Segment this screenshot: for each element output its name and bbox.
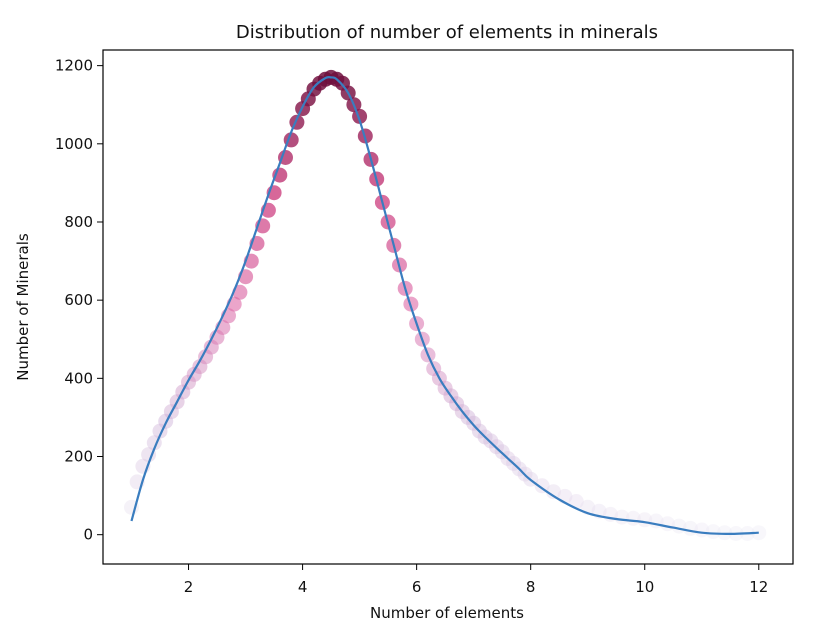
y-tick-label: 0 bbox=[83, 526, 93, 544]
y-tick-label: 400 bbox=[64, 369, 93, 387]
scatter-point bbox=[568, 494, 584, 509]
y-tick-label: 200 bbox=[64, 448, 93, 466]
plot-frame bbox=[102, 49, 794, 565]
x-tick-label: 8 bbox=[526, 578, 536, 596]
y-tick-label: 1000 bbox=[55, 135, 93, 153]
scatter-point bbox=[705, 524, 721, 540]
scatter-points bbox=[124, 69, 767, 541]
y-axis-label: Number of Minerals bbox=[14, 233, 32, 381]
x-tick-label: 2 bbox=[184, 578, 194, 596]
x-tick-label: 12 bbox=[749, 578, 768, 596]
x-axis: 2 4 6 8 10 12 bbox=[184, 564, 768, 596]
y-tick-label: 800 bbox=[64, 213, 93, 231]
scatter-point bbox=[717, 525, 733, 541]
y-tick-label: 600 bbox=[64, 291, 93, 309]
scatter-point bbox=[546, 484, 561, 500]
y-axis: 0 200 400 600 800 1000 1200 bbox=[55, 57, 103, 544]
x-tick-label: 6 bbox=[412, 578, 422, 596]
series-line bbox=[130, 75, 759, 536]
scatter-point bbox=[278, 150, 293, 165]
x-tick-label: 10 bbox=[635, 578, 654, 596]
chart-title: Distribution of number of elements in mi… bbox=[236, 22, 658, 43]
y-tick-label: 1200 bbox=[55, 57, 93, 75]
scatter-point bbox=[534, 478, 550, 494]
x-axis-label: Number of elements bbox=[370, 604, 524, 622]
x-tick-label: 4 bbox=[298, 578, 308, 596]
